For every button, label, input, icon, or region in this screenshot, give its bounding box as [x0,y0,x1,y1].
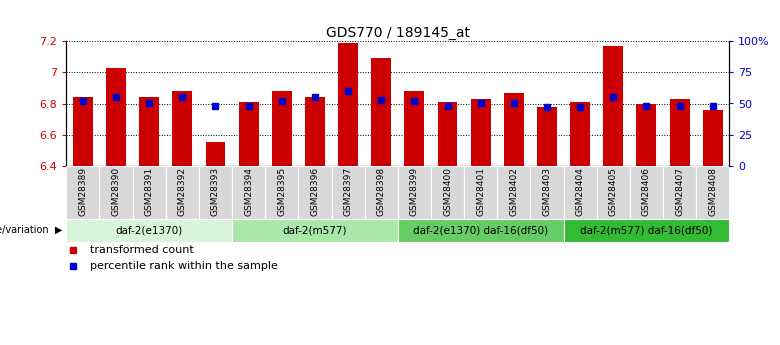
Text: GSM28391: GSM28391 [144,167,154,216]
Bar [271,91,292,166]
Text: daf-2(m577): daf-2(m577) [282,225,347,235]
Text: percentile rank within the sample: percentile rank within the sample [90,261,278,271]
Text: GSM28392: GSM28392 [178,167,187,216]
Text: genotype/variation  ▶: genotype/variation ▶ [0,225,62,235]
Text: GSM28398: GSM28398 [377,167,386,216]
Bar [537,107,557,166]
Text: GSM28396: GSM28396 [310,167,320,216]
Bar [504,93,524,166]
Bar [669,99,690,166]
Text: transformed count: transformed count [90,245,193,255]
Text: GSM28401: GSM28401 [476,167,485,216]
Text: GSM28407: GSM28407 [675,167,684,216]
Text: GSM28408: GSM28408 [708,167,718,216]
Text: GSM28404: GSM28404 [576,167,585,216]
Bar [603,46,623,166]
Bar [398,219,563,242]
Bar [431,166,464,219]
Bar [404,91,424,166]
Bar [172,91,192,166]
Bar [66,219,232,242]
Text: GSM28389: GSM28389 [78,167,87,216]
Bar [106,68,126,166]
Bar [133,166,166,219]
Text: GSM28402: GSM28402 [509,167,519,216]
Text: GSM28405: GSM28405 [608,167,618,216]
Bar [597,166,629,219]
Bar [199,166,232,219]
Bar [232,166,265,219]
Text: GSM28394: GSM28394 [244,167,254,216]
Bar [464,166,498,219]
Bar [530,166,563,219]
Bar [438,102,457,166]
Bar [298,166,331,219]
Bar [563,166,597,219]
Bar [339,43,358,166]
Bar [570,102,590,166]
Text: GSM28406: GSM28406 [642,167,651,216]
Bar [663,166,696,219]
Text: GSM28393: GSM28393 [211,167,220,216]
Text: GSM28399: GSM28399 [410,167,419,216]
Bar [630,166,663,219]
Bar [305,97,324,166]
Text: GSM28390: GSM28390 [112,167,121,216]
Bar [636,104,657,166]
Bar [140,97,159,166]
Bar [563,219,729,242]
Bar [165,166,199,219]
Bar [371,59,391,166]
Bar [73,97,93,166]
Bar [696,166,729,219]
Bar [398,166,431,219]
Bar [703,110,723,166]
Text: GSM28395: GSM28395 [277,167,286,216]
Title: GDS770 / 189145_at: GDS770 / 189145_at [326,26,470,40]
Text: GSM28400: GSM28400 [443,167,452,216]
Bar [66,166,100,219]
Bar [232,219,398,242]
Text: GSM28403: GSM28403 [542,167,551,216]
Bar [206,142,225,166]
Bar [470,99,491,166]
Bar [265,166,298,219]
Text: daf-2(m577) daf-16(df50): daf-2(m577) daf-16(df50) [580,225,713,235]
Bar [100,166,133,219]
Bar [364,166,398,219]
Text: daf-2(e1370): daf-2(e1370) [115,225,183,235]
Bar [332,166,364,219]
Text: daf-2(e1370) daf-16(df50): daf-2(e1370) daf-16(df50) [413,225,548,235]
Bar [239,102,259,166]
Text: GSM28397: GSM28397 [343,167,353,216]
Bar [498,166,530,219]
